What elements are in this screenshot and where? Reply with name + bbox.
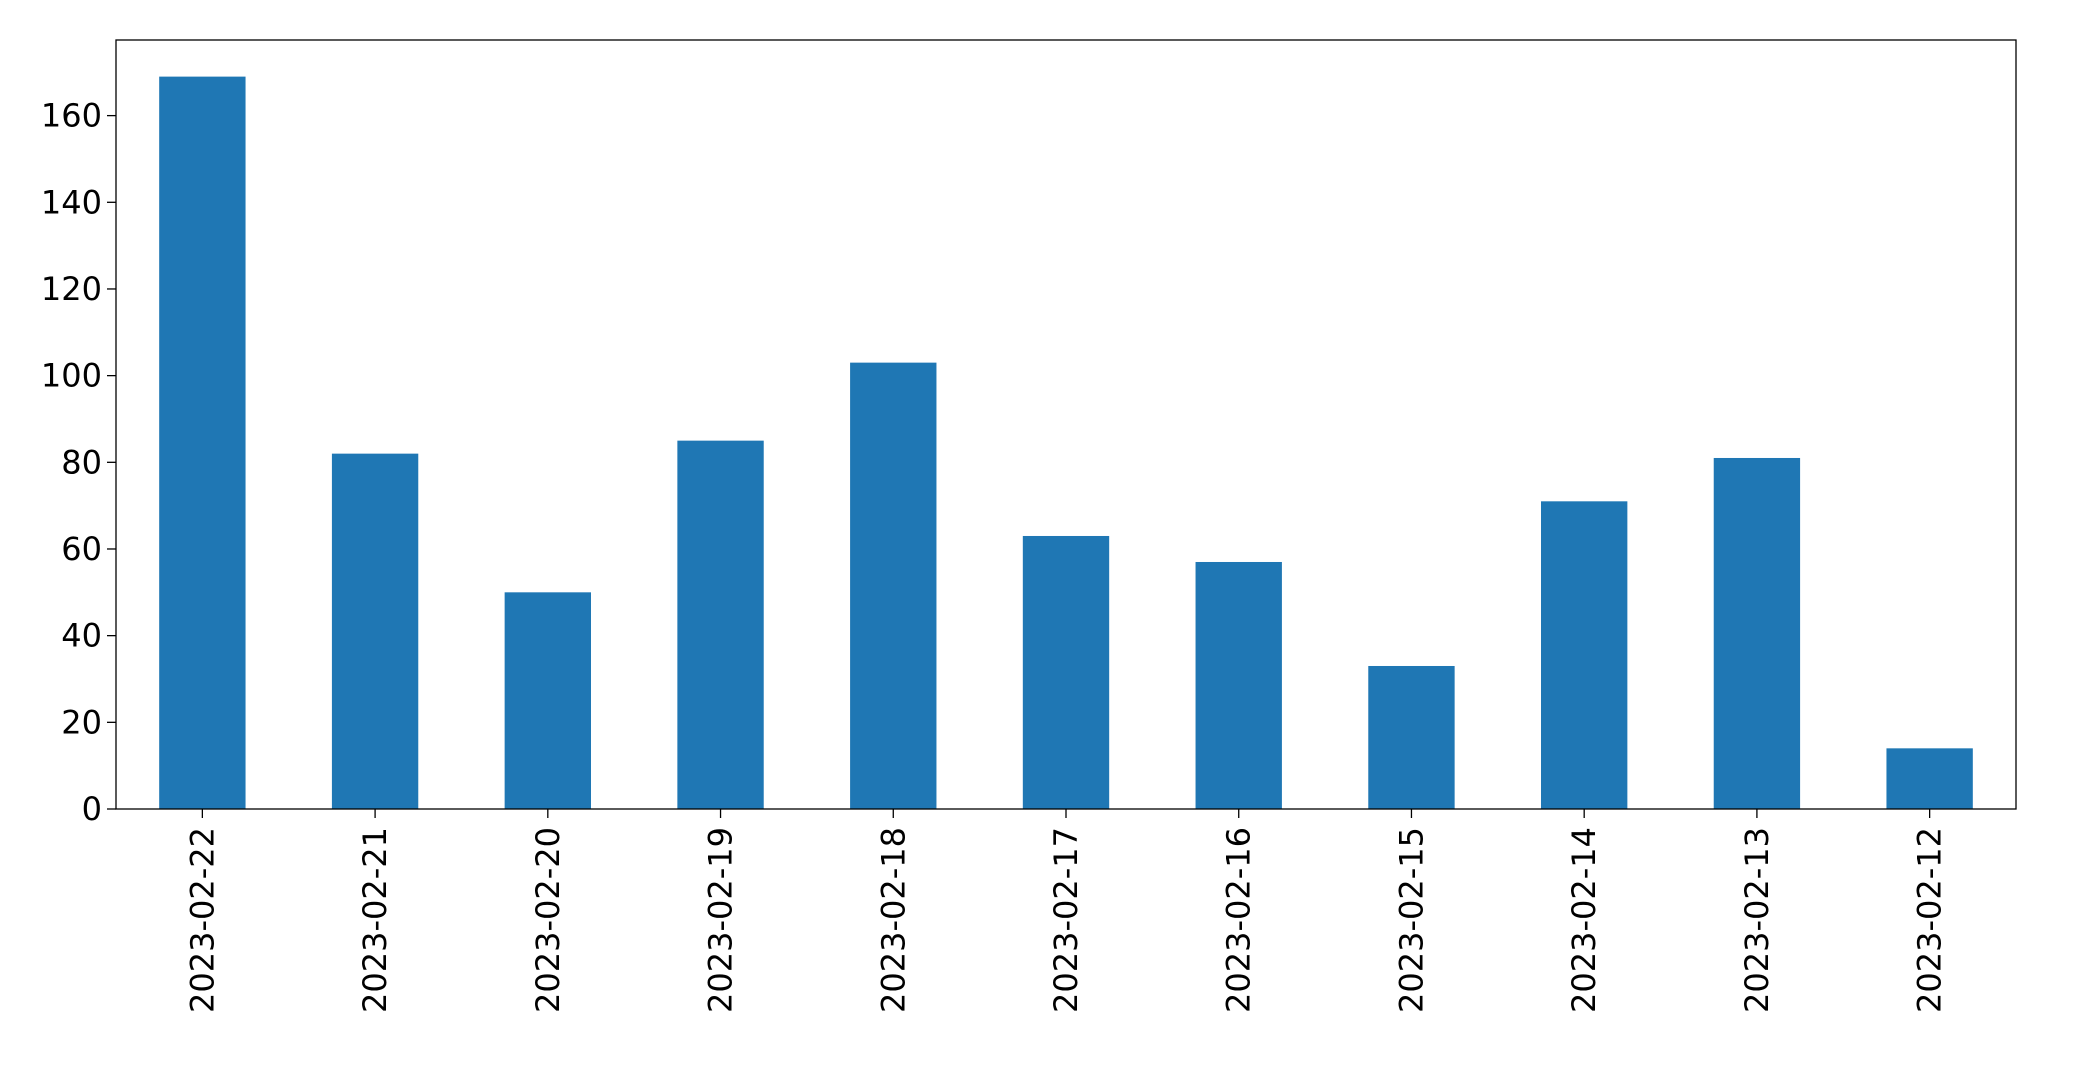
y-tick-label: 100: [41, 357, 102, 395]
x-tick-label: 2023-02-15: [1392, 827, 1430, 1013]
bar: [159, 76, 246, 810]
x-tick-label: 2023-02-16: [1220, 827, 1258, 1013]
bar: [1022, 535, 1110, 809]
y-tick-label: 60: [61, 530, 102, 568]
y-tick-label: 140: [41, 183, 102, 221]
bar: [850, 362, 937, 809]
x-tick-label: 2023-02-13: [1738, 827, 1776, 1013]
x-tick-label: 2023-02-14: [1565, 827, 1603, 1013]
y-tick-label: 40: [61, 617, 102, 655]
bar: [1195, 561, 1282, 809]
y-tick-label: 20: [61, 703, 102, 741]
bar: [1713, 457, 1801, 809]
x-tick-label: 2023-02-17: [1047, 827, 1085, 1013]
y-tick-label: 160: [41, 97, 102, 135]
y-tick-label: 120: [41, 270, 102, 308]
y-tick-label: 80: [61, 443, 102, 481]
bar: [331, 453, 419, 809]
x-tick-label: 2023-02-20: [529, 827, 567, 1013]
plot-frame: [115, 39, 2017, 810]
bar: [1886, 748, 1973, 809]
x-tick-label: 2023-02-22: [183, 827, 221, 1013]
x-tick-label: 2023-02-12: [1911, 827, 1949, 1013]
y-tick-label: 0: [82, 790, 102, 828]
x-tick-label: 2023-02-21: [356, 827, 394, 1013]
x-tick-label: 2023-02-19: [702, 827, 740, 1013]
bar: [677, 440, 764, 809]
bar: [1368, 665, 1455, 809]
bar: [504, 592, 591, 809]
bar: [1541, 501, 1628, 809]
x-tick-label: 2023-02-18: [874, 827, 912, 1013]
